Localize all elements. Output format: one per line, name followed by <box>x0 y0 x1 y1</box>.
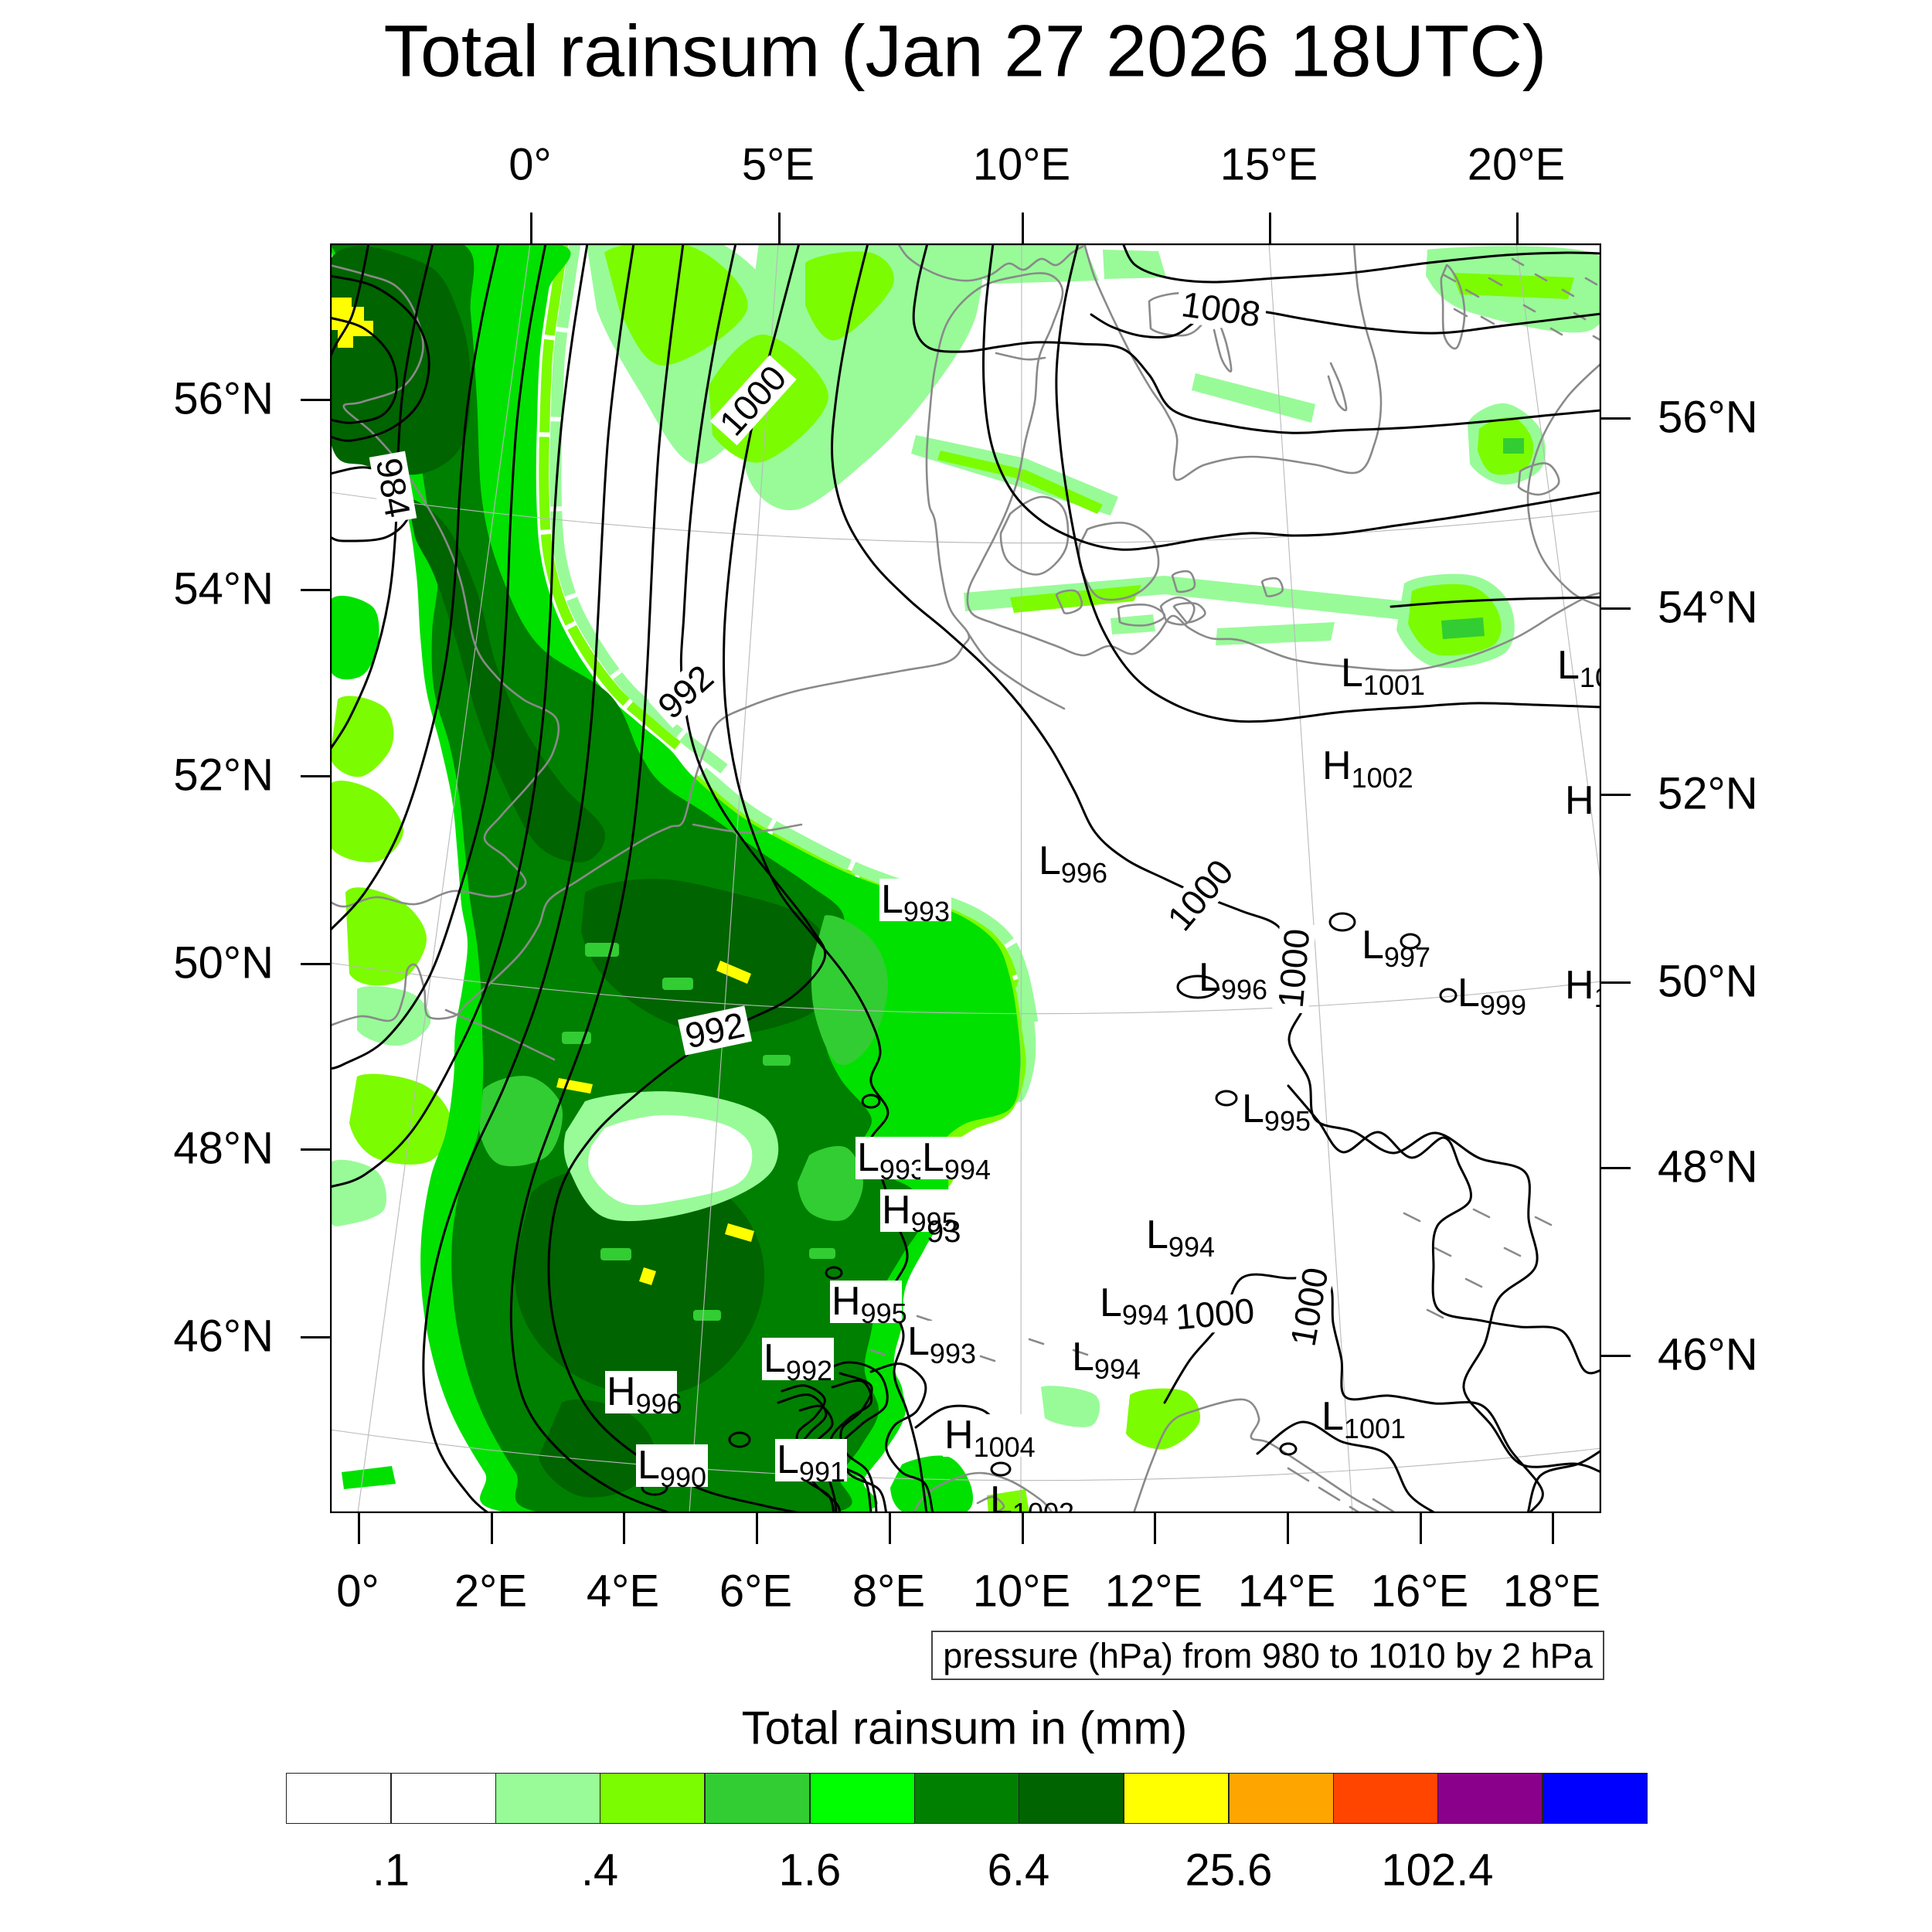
svg-text:H: H <box>1565 778 1594 823</box>
svg-text:93: 93 <box>927 1215 961 1249</box>
svg-text:H995: H995 <box>832 1279 907 1329</box>
svg-text:H995: H995 <box>882 1188 957 1238</box>
svg-text:1000: 1000 <box>1270 927 1318 1009</box>
svg-text:1000: 1000 <box>1174 1291 1256 1338</box>
svg-text:L995: L995 <box>1242 1087 1311 1137</box>
